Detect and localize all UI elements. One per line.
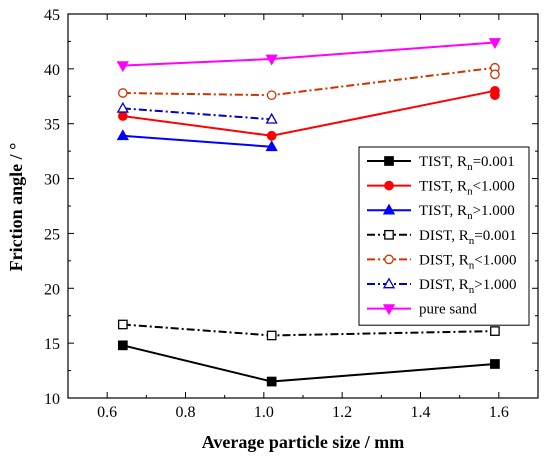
series-line <box>122 89 496 137</box>
legend-label: DIST, Rn=0.001 <box>419 228 516 247</box>
series-2 <box>117 85 500 141</box>
series-1 <box>117 340 500 387</box>
y-tick-label: 45 <box>44 7 60 24</box>
y-tick-label: 35 <box>44 117 60 134</box>
data-point <box>265 112 278 124</box>
x-axis-title: Average particle size / mm <box>202 432 405 452</box>
data-point <box>265 140 278 152</box>
x-tick-label: 0.6 <box>97 404 117 421</box>
y-tick-label: 10 <box>44 391 60 408</box>
legend-entry: DIST, Rn<1.000 <box>367 252 516 271</box>
legend-entry: TIST, Rn>1.000 <box>367 203 515 222</box>
legend-entry: TIST, Rn<1.000 <box>367 179 515 198</box>
legend-label: TIST, Rn>1.000 <box>419 203 515 222</box>
data-point <box>266 376 277 387</box>
legend-entry: TIST, Rn=0.001 <box>367 154 515 173</box>
legend-marker <box>382 203 396 215</box>
y-axis-title: Friction angle / ° <box>6 143 26 272</box>
y-tick-label: 30 <box>44 172 60 189</box>
legend-marker <box>384 254 394 265</box>
legend-label: TIST, Rn<1.000 <box>419 179 515 198</box>
data-point <box>490 69 500 80</box>
legend-entry: DIST, Rn>1.000 <box>367 277 516 296</box>
data-point <box>116 101 129 113</box>
series-line <box>122 107 272 121</box>
data-point <box>490 326 500 336</box>
series-6 <box>116 101 278 124</box>
data-point <box>490 90 500 101</box>
data-point <box>116 129 129 141</box>
x-tick-label: 1.0 <box>254 404 274 421</box>
series-3 <box>116 129 278 152</box>
legend-marker <box>382 277 396 289</box>
series-5 <box>117 62 500 101</box>
data-point <box>266 330 277 341</box>
x-tick-label: 1.2 <box>332 404 352 421</box>
data-point <box>117 111 128 121</box>
legend-label: DIST, Rn>1.000 <box>419 277 516 296</box>
data-point <box>117 319 128 330</box>
x-tick-label: 1.6 <box>489 404 509 421</box>
series-line <box>122 344 495 383</box>
y-tick-label: 20 <box>44 281 60 298</box>
legend-entry: DIST, Rn=0.001 <box>367 228 516 247</box>
y-tick-label: 25 <box>44 226 60 243</box>
data-point <box>116 61 129 73</box>
legend-marker <box>384 180 394 191</box>
y-tick-label: 15 <box>44 336 60 353</box>
legend-entry: pure sand <box>367 302 477 318</box>
series-line <box>122 66 496 97</box>
x-tick-label: 1.4 <box>411 404 431 421</box>
legend-marker <box>382 304 396 316</box>
legend-label: pure sand <box>419 302 477 318</box>
data-point <box>266 130 277 141</box>
legend-marker <box>384 229 394 240</box>
legend-label: DIST, Rn<1.000 <box>419 252 516 271</box>
legend-label: TIST, Rn=0.001 <box>419 154 515 173</box>
x-tick-label: 0.8 <box>176 404 196 421</box>
data-point <box>265 54 278 66</box>
series-7 <box>116 38 502 73</box>
series-line <box>122 41 495 67</box>
data-point <box>488 38 502 50</box>
series-4 <box>117 319 500 341</box>
data-point <box>266 90 277 101</box>
data-point <box>490 359 500 369</box>
data-point <box>117 340 128 351</box>
legend-marker <box>384 156 394 166</box>
series-line <box>122 323 495 337</box>
series-line <box>122 134 272 148</box>
data-point <box>117 88 128 98</box>
y-tick-label: 40 <box>44 62 60 79</box>
